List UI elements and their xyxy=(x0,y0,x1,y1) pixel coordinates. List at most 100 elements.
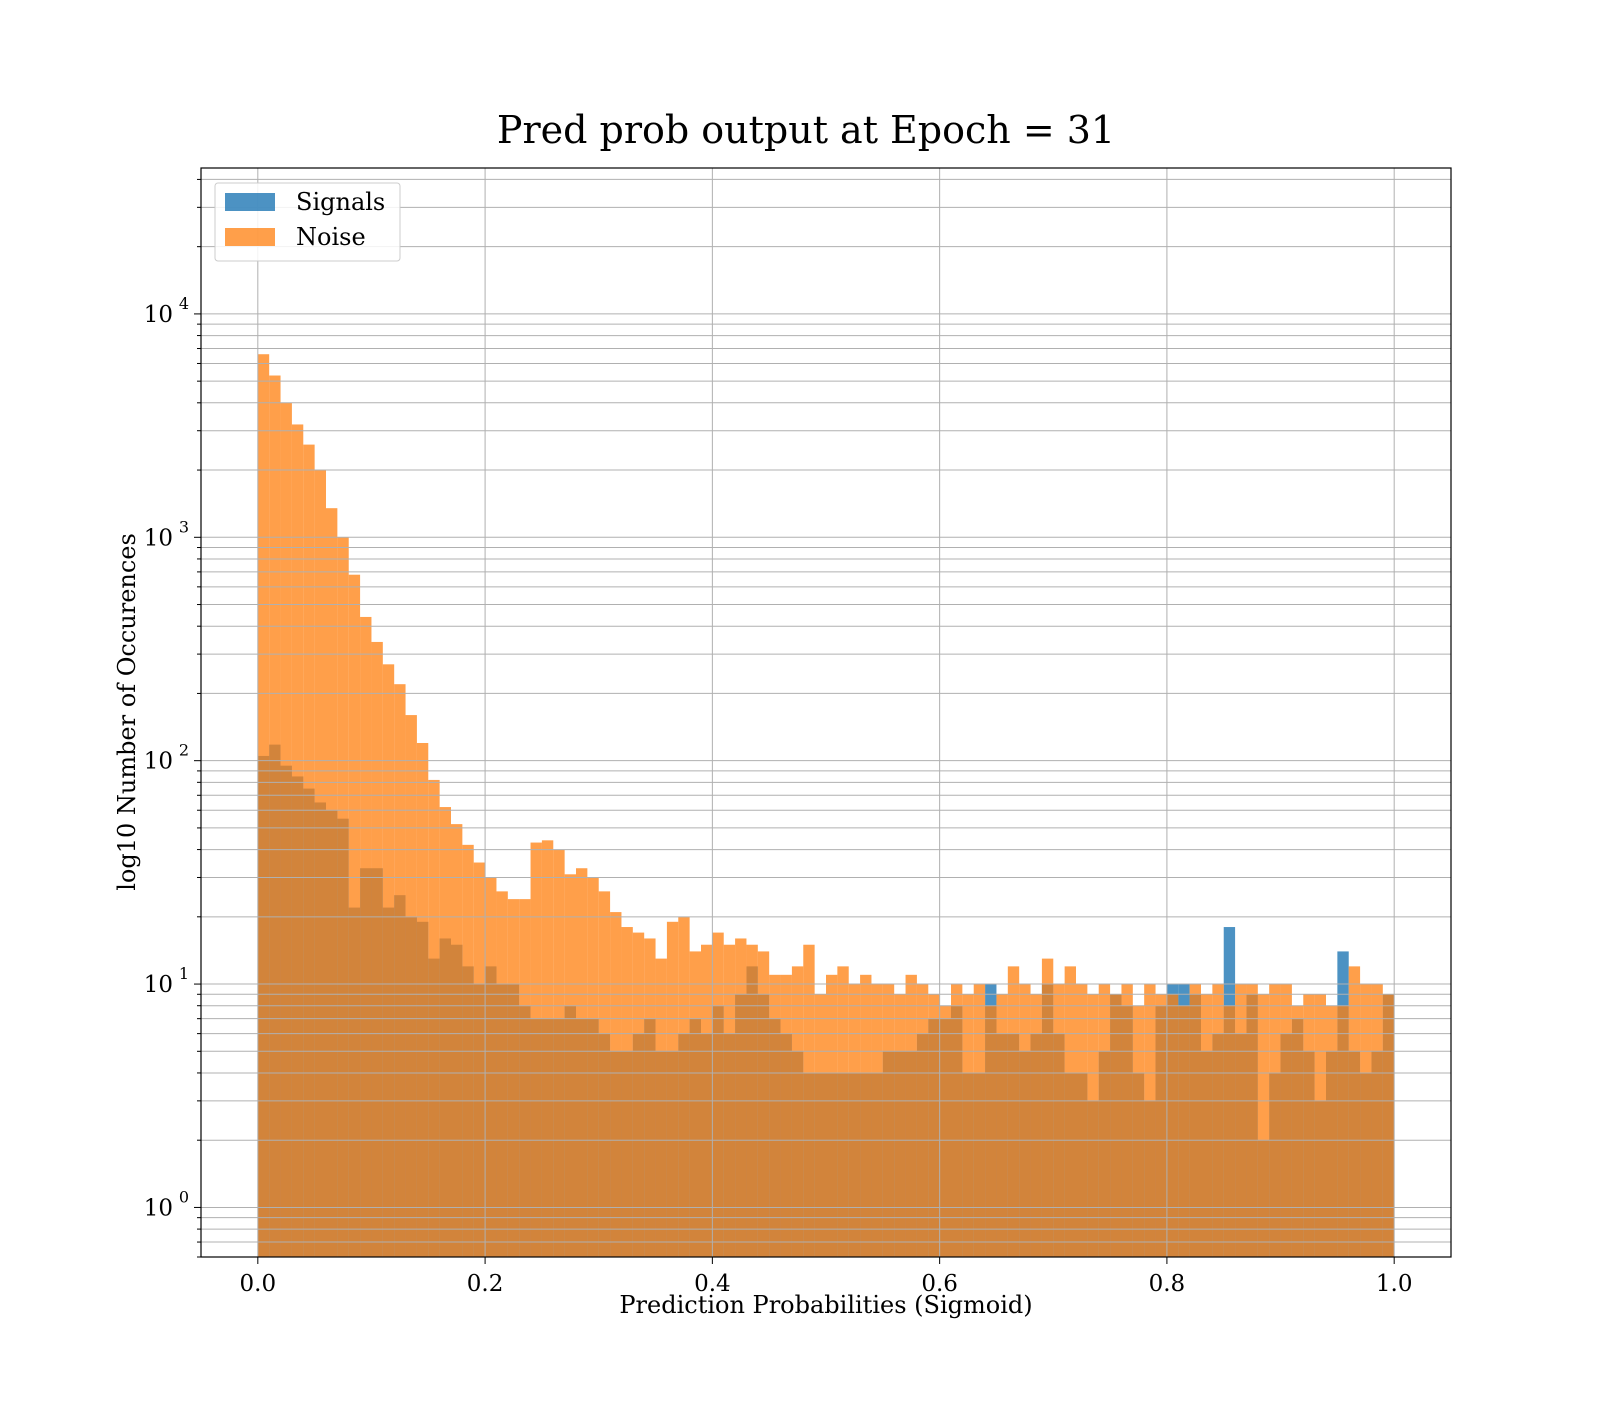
noise-bar xyxy=(837,966,849,1257)
noise-bar xyxy=(280,402,292,1257)
noise-bar xyxy=(291,424,304,1257)
noise-bar xyxy=(1076,984,1088,1257)
y-tick-exponent: 2 xyxy=(179,741,189,760)
noise-bar xyxy=(337,537,349,1257)
x-tick-label: 0.6 xyxy=(921,1271,958,1297)
noise-bar xyxy=(405,715,417,1257)
noise-bar xyxy=(996,994,1008,1257)
noise-bar xyxy=(791,966,804,1257)
noise-bar xyxy=(1235,984,1247,1257)
noise-bar xyxy=(1371,984,1383,1257)
noise-bar xyxy=(689,951,701,1257)
noise-bar xyxy=(1178,1005,1190,1257)
noise-bar xyxy=(882,984,895,1257)
noise-bar xyxy=(1223,1005,1236,1257)
noise-bar xyxy=(1269,984,1281,1257)
noise-bar xyxy=(1019,984,1031,1257)
noise-bar xyxy=(576,868,588,1257)
noise-bar xyxy=(814,994,826,1257)
noise-bar xyxy=(1007,966,1020,1257)
noise-bar xyxy=(530,842,542,1257)
legend-label-signals: Signals xyxy=(296,188,385,216)
noise-bar xyxy=(1348,966,1361,1257)
noise-bar xyxy=(348,574,361,1257)
noise-bar xyxy=(1132,1005,1145,1257)
noise-bar xyxy=(1155,994,1167,1257)
noise-bar xyxy=(473,862,486,1257)
noise-bar xyxy=(735,938,747,1257)
noise-bar xyxy=(1314,994,1326,1257)
noise-bar xyxy=(632,932,645,1257)
noise-bar xyxy=(916,984,929,1257)
noise-bar xyxy=(894,994,906,1257)
noise-bar xyxy=(541,840,554,1257)
noise-bar xyxy=(678,916,690,1257)
noise-bar xyxy=(303,444,315,1257)
noise-bar xyxy=(1098,984,1111,1257)
noise-bar xyxy=(598,891,611,1257)
noise-bar xyxy=(1246,984,1258,1257)
noise-bar xyxy=(985,1005,997,1257)
y-tick-exponent: 3 xyxy=(179,517,189,536)
noise-bar xyxy=(269,375,281,1257)
noise-bar xyxy=(1257,994,1270,1257)
chart-title: Pred prob output at Epoch = 31 xyxy=(497,108,1115,152)
noise-bar xyxy=(826,974,838,1257)
noise-bar xyxy=(1030,994,1042,1257)
noise-bar xyxy=(382,664,395,1257)
x-axis-label: Prediction Probabilities (Sigmoid) xyxy=(619,1291,1032,1319)
noise-bar xyxy=(1064,966,1076,1257)
noise-bar xyxy=(1360,984,1372,1257)
noise-bar xyxy=(1121,984,1133,1257)
y-tick-exponent: 0 xyxy=(179,1187,189,1206)
noise-bar xyxy=(757,951,770,1257)
noise-bar xyxy=(1280,984,1292,1257)
plot-frame xyxy=(200,167,1452,1258)
noise-bar xyxy=(1144,984,1156,1257)
noise-bar xyxy=(1110,994,1122,1257)
noise-bar xyxy=(621,927,633,1257)
noise-bar xyxy=(1382,994,1395,1257)
noise-bar xyxy=(485,877,497,1257)
noise-bars xyxy=(257,354,1395,1257)
noise-bar xyxy=(564,874,576,1257)
noise-bar xyxy=(860,974,872,1257)
noise-bar xyxy=(1087,994,1099,1257)
legend-swatch-noise xyxy=(225,228,275,246)
noise-bar xyxy=(1189,984,1201,1257)
noise-bar xyxy=(519,899,531,1257)
noise-bar xyxy=(1041,958,1054,1257)
noise-bar xyxy=(1212,984,1224,1257)
noise-bar xyxy=(451,824,463,1257)
noise-bar xyxy=(439,807,451,1257)
noise-bar xyxy=(780,974,792,1257)
legend-label-noise: Noise xyxy=(296,223,366,251)
y-tick-label: 10 xyxy=(144,302,173,328)
noise-bar xyxy=(416,742,429,1257)
x-tick-label: 0.2 xyxy=(467,1271,504,1297)
x-tick-label: 1.0 xyxy=(1376,1271,1413,1297)
legend-swatch-signals xyxy=(225,193,275,211)
noise-bar xyxy=(962,994,974,1257)
noise-bar xyxy=(1291,1005,1304,1257)
x-tick-label: 0.4 xyxy=(694,1271,731,1297)
noise-bar xyxy=(951,984,963,1257)
noise-bar xyxy=(1337,1005,1349,1257)
noise-bar xyxy=(587,877,599,1257)
noise-bar xyxy=(610,912,622,1257)
noise-bar xyxy=(905,974,917,1257)
noise-bar xyxy=(1201,994,1213,1257)
noise-bar xyxy=(928,994,940,1257)
noise-bar xyxy=(314,470,326,1257)
noise-bar xyxy=(939,1005,951,1257)
noise-bar xyxy=(712,932,724,1257)
y-axis-ticks: 10 0 10 1 10 2 10 3 10 4 xyxy=(144,178,201,1258)
noise-bar xyxy=(848,984,861,1257)
legend: Signals Noise xyxy=(214,182,401,262)
noise-bar xyxy=(1326,1005,1338,1257)
y-tick-label: 10 xyxy=(144,749,173,775)
noise-bar xyxy=(1303,994,1315,1257)
noise-bar xyxy=(1166,994,1179,1257)
